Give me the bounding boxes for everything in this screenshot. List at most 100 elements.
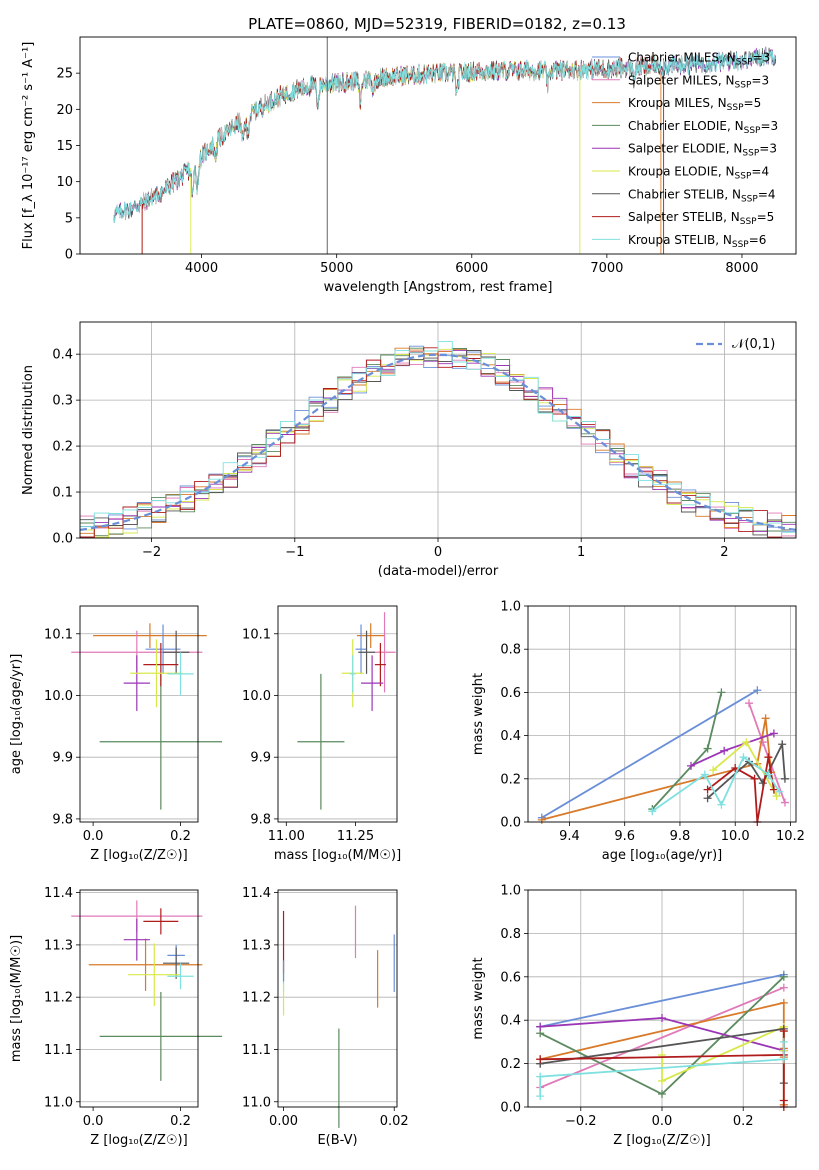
legend-label: Kroupa STELIB, NSSP=6: [628, 233, 766, 250]
weight-marker: [700, 770, 709, 779]
weight-marker: [687, 761, 696, 770]
weight-series: [540, 973, 784, 1028]
weight-marker: [779, 983, 788, 992]
x-tick-label: 11.25: [337, 829, 374, 844]
weight-marker: [764, 770, 773, 779]
weight-marker: [761, 714, 770, 723]
weight-series: [707, 757, 775, 823]
y-tick-label: 0.3: [52, 394, 73, 409]
weight-series: [690, 732, 775, 767]
x-axis-label: wavelength [Angstrom, rest frame]: [324, 280, 553, 295]
x-tick-label: 11.00: [268, 829, 305, 844]
legend-label: Kroupa ELODIE, NSSP=4: [628, 165, 769, 182]
y-tick-label: 11.2: [44, 991, 73, 1006]
axes-frame: [277, 605, 398, 823]
weight-marker: [536, 1022, 545, 1031]
weight-marker: [536, 1092, 545, 1101]
weight-marker: [750, 774, 759, 783]
y-tick-label: 0.0: [500, 1101, 521, 1116]
weight-marker: [658, 1014, 666, 1023]
axes-frame: [277, 889, 398, 1108]
weight-marker: [778, 740, 787, 749]
y-tick-label: 20: [56, 103, 73, 118]
weight-marker: [769, 785, 778, 794]
y-tick-label: 0.4: [52, 348, 73, 363]
axes-frame: [527, 889, 797, 1108]
axes-frame: [79, 36, 797, 255]
x-tick-label: 0.2: [170, 829, 191, 844]
histogram-series: [80, 340, 796, 534]
x-tick-label: −2: [142, 545, 161, 560]
weight-marker: [779, 972, 788, 981]
y-tick-label: 0.0: [500, 816, 521, 831]
x-tick-label: −0.2: [565, 1114, 597, 1129]
spectrum-lines: [113, 37, 777, 254]
x-tick-label: 2: [720, 545, 728, 560]
y-axis-label: mass [log₁₀(M/M☉)]: [9, 935, 24, 1062]
x-tick-label: 0.0: [83, 1114, 104, 1129]
histograms: [80, 340, 796, 538]
weight-marker: [779, 1055, 788, 1064]
weight-marker: [772, 792, 781, 801]
weight-marker: [703, 794, 712, 803]
y-axis-label: Normed distribution: [21, 365, 36, 495]
mass-vs-metallicity-panel: 0.0 0.2 11.0 11.1 11.2 11.3 11.4 Z [log₁₀(Z/Z☉)…: [9, 886, 223, 1148]
x-axis-label: Z [log₁₀(Z/Z☉)]: [90, 848, 187, 863]
y-tick-label: 11.4: [242, 886, 271, 901]
y-tick-label: 0.2: [500, 772, 521, 787]
x-tick-label: 0.00: [269, 1114, 298, 1129]
legend-label: Chabrier STELIB, NSSP=4: [628, 187, 776, 204]
y-tick-label: 15: [56, 139, 73, 154]
y-axis-label: mass weight: [471, 673, 486, 755]
axes-frame: [79, 889, 199, 1108]
weight-series: [541, 718, 772, 821]
axes-frame: [527, 605, 797, 823]
x-tick-label: 7000: [590, 261, 623, 276]
y-tick-label: 1.0: [500, 600, 521, 615]
y-tick-label: 11.4: [44, 886, 73, 901]
x-tick-label: −1: [285, 545, 304, 560]
y-tick-label: 5: [65, 211, 73, 226]
weight-marker: [739, 753, 748, 762]
x-axis-label: mass [log₁₀(M/M☉)]: [274, 848, 401, 863]
x-tick-label: 1: [577, 545, 585, 560]
y-tick-label: 10.1: [242, 627, 271, 642]
legend-label: Chabrier MILES, NSSP=3: [628, 51, 770, 68]
weight-marker: [536, 1072, 545, 1081]
y-tick-label: 11.0: [44, 1095, 73, 1110]
legend-label: Kroupa MILES, NSSP=5: [628, 96, 761, 113]
spectrum-panel: 4000 5000 6000 7000 8000 0 5 10 15 20 25 wavelength…: [21, 36, 797, 295]
y-tick-label: 9.9: [52, 751, 73, 766]
weight-marker: [779, 1027, 788, 1036]
legend-label: Salpeter STELIB, NSSP=5: [628, 210, 774, 227]
y-tick-label: 0.6: [500, 686, 521, 701]
weight-marker: [764, 753, 773, 762]
weight-marker: [758, 738, 767, 747]
weight-marker: [658, 1089, 666, 1098]
y-tick-label: 11.3: [44, 938, 73, 953]
axes-frame: [79, 321, 797, 539]
y-tick-label: 0.8: [500, 927, 521, 942]
weight-marker: [717, 800, 726, 809]
x-tick-label: 0.0: [652, 1114, 673, 1129]
y-tick-label: 10.0: [242, 689, 271, 704]
x-tick-label: 0.0: [83, 829, 104, 844]
y-tick-label: 10: [56, 175, 73, 190]
weight-marker: [745, 699, 754, 708]
legend-label: Chabrier ELODIE, NSSP=3: [628, 119, 778, 136]
y-tick-label: 0.2: [500, 1057, 521, 1072]
x-tick-label: 6000: [455, 261, 488, 276]
x-tick-label: 9.4: [559, 829, 580, 844]
y-tick-label: 0.4: [500, 729, 521, 744]
weight-marker: [753, 686, 762, 695]
weight-marker: [717, 688, 726, 697]
y-tick-label: 10.1: [44, 627, 73, 642]
y-axis-label: Flux [f_λ 10⁻¹⁷ erg cm⁻² s⁻¹ A⁻¹]: [21, 42, 36, 250]
x-tick-label: 10.0: [721, 829, 750, 844]
weight-marker: [780, 798, 789, 807]
x-tick-label: 0.02: [380, 1114, 409, 1129]
weight-marker: [779, 1037, 788, 1046]
x-tick-label: 0: [434, 545, 442, 560]
weight-marker: [709, 766, 718, 775]
